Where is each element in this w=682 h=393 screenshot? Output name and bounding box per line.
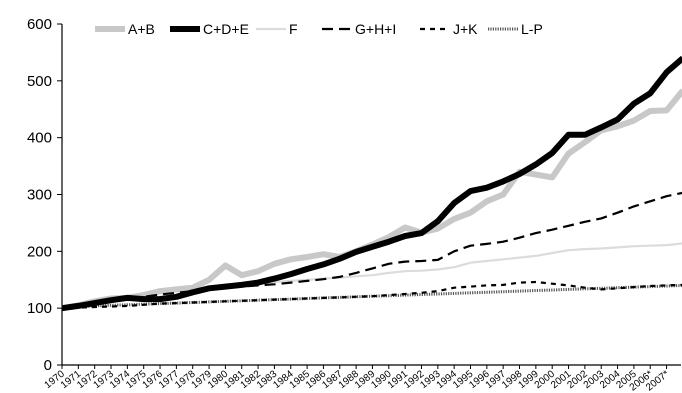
legend: A+B C+D+E F G+H+I J+K L-P [95,21,543,37]
y-tick-label: 500 [27,73,52,90]
series-line-j-k [61,280,682,310]
legend-label: C+D+E [203,21,249,37]
y-tick-label: 300 [27,187,52,204]
y-tick-label: 100 [27,300,52,317]
y-tick-label: 600 [27,16,52,33]
legend-label: G+H+I [355,21,396,37]
y-tick-label: 200 [27,243,52,260]
legend-label: L-P [521,21,543,37]
legend-label: J+K [453,21,478,37]
legend-label: F [289,21,298,37]
y-axis: 0 100 200 300 400 500 600 [27,16,63,374]
y-tick-label: 400 [27,130,52,147]
series-line-c-d-e [61,55,682,312]
series-layer [61,55,682,312]
y-tick-label: 0 [44,357,52,374]
legend-label: A+B [128,21,155,37]
x-axis: 1970197119721973197419751976197719781979… [43,364,681,393]
series-line-g-h-i [61,191,682,310]
